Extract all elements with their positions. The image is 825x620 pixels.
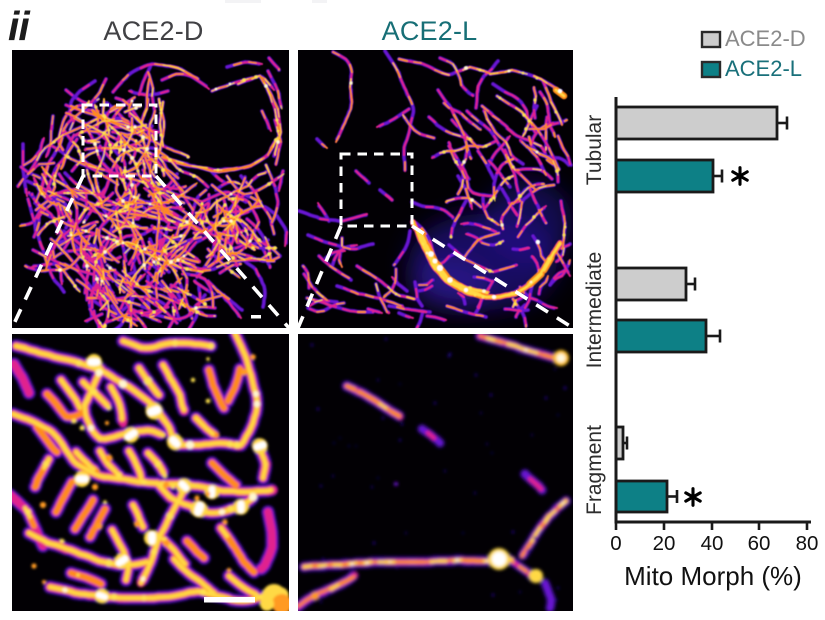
svg-text:Intermediate: Intermediate [583, 252, 606, 369]
svg-text:Tubular: Tubular [583, 115, 606, 185]
svg-text:40: 40 [701, 532, 724, 555]
svg-text:ACE2-L: ACE2-L [725, 56, 802, 81]
svg-text:60: 60 [748, 532, 771, 555]
svg-text:0: 0 [610, 532, 621, 555]
svg-text:Fragment: Fragment [583, 425, 606, 515]
svg-text:20: 20 [653, 532, 676, 555]
svg-text:80: 80 [796, 532, 819, 555]
svg-text:ACE2-D: ACE2-D [725, 26, 806, 51]
svg-text:Mito Morph (%): Mito Morph (%) [624, 561, 802, 591]
